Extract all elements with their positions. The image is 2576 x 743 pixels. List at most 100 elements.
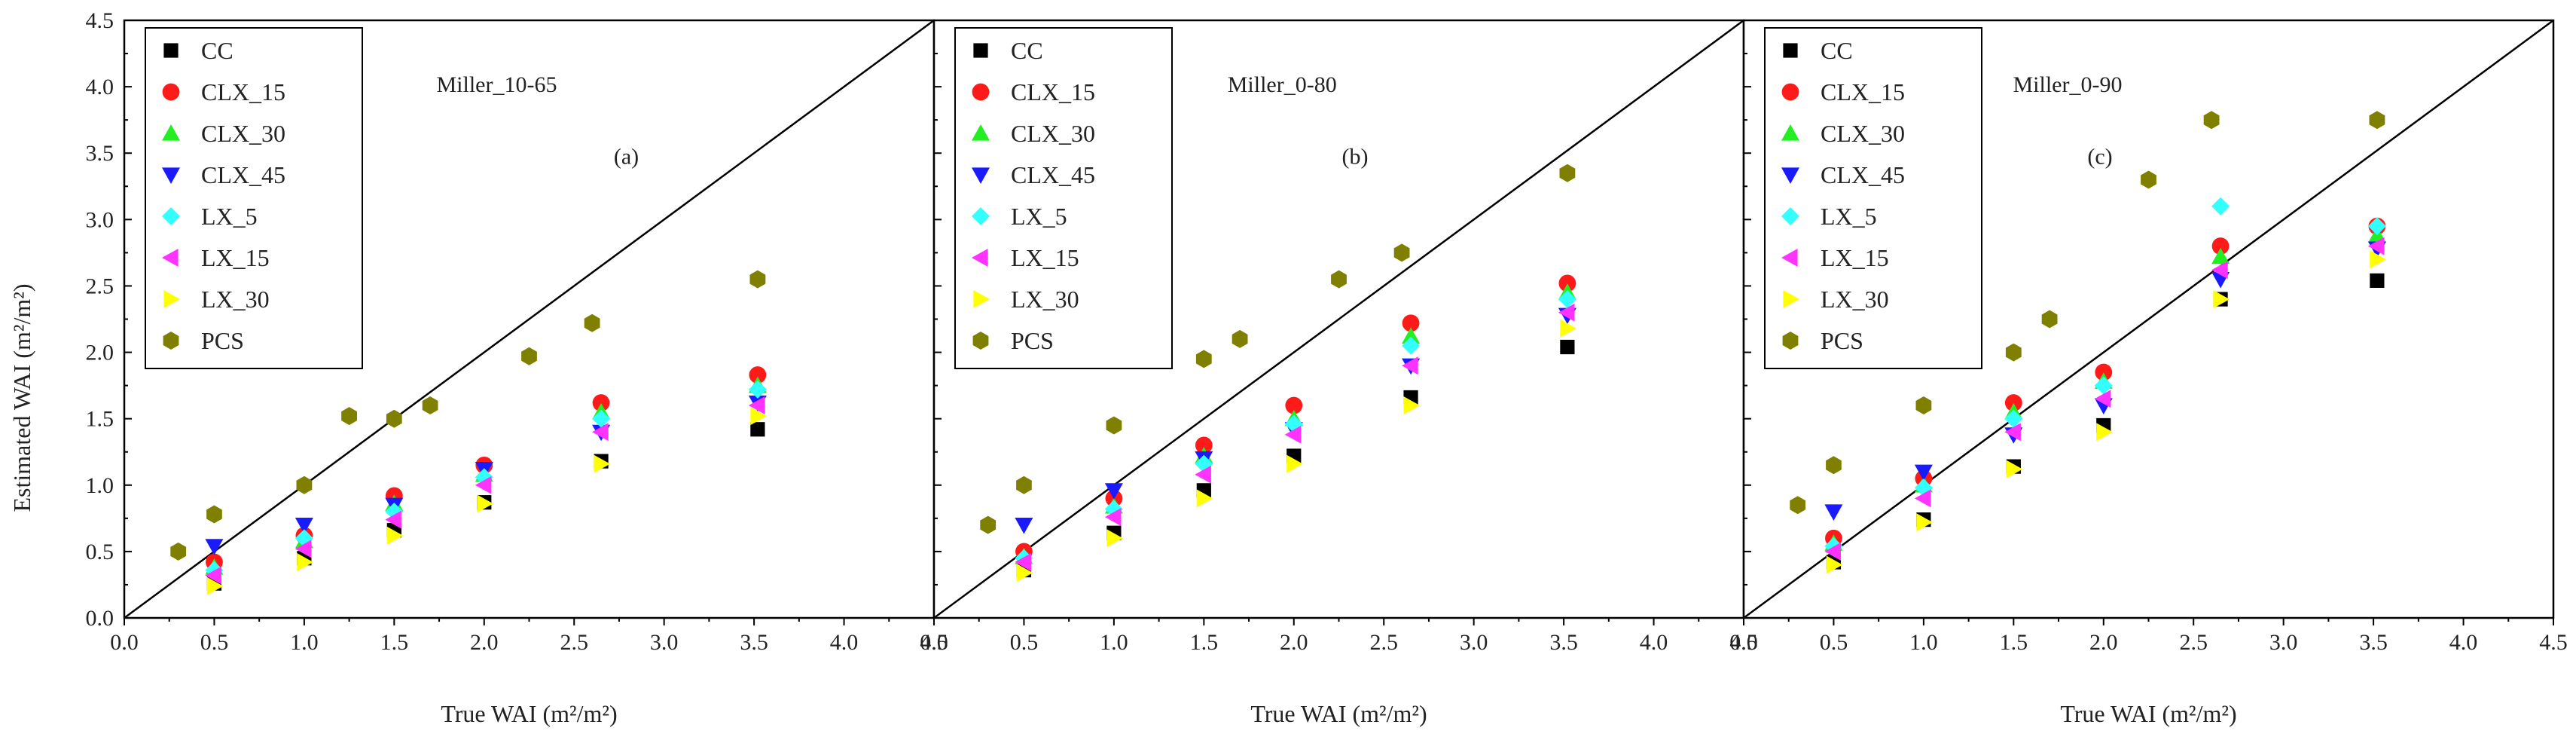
legend-label: CLX_15 xyxy=(1011,78,1095,105)
legend-marker-pcs xyxy=(972,332,989,350)
point-lx-15 xyxy=(1558,303,1575,322)
point-lx-30 xyxy=(1286,454,1303,473)
point-clx-45 xyxy=(205,539,224,555)
point-clx-30 xyxy=(2211,247,2230,264)
plot-frame xyxy=(1742,19,2555,619)
x-tick-label: 4.0 xyxy=(1640,630,1668,655)
x-tick-label: 0.0 xyxy=(110,630,139,655)
legend-marker-pcs xyxy=(163,332,179,350)
legend-label: LX_15 xyxy=(1821,244,1889,271)
point-pcs xyxy=(170,542,187,561)
point-cc xyxy=(1560,339,1575,355)
point-lx-15 xyxy=(1914,489,1931,508)
point-lx-15 xyxy=(295,540,312,558)
x-tick-label: 2.0 xyxy=(470,630,499,655)
x-tick-label: 0.5 xyxy=(1010,630,1039,655)
point-pcs xyxy=(1195,350,1212,368)
legend-marker-pcs xyxy=(1782,332,1799,350)
point-lx-15 xyxy=(2211,261,2228,280)
point-pcs xyxy=(584,313,600,332)
x-tick-label: 1.0 xyxy=(290,630,319,655)
point-pcs xyxy=(521,347,537,365)
point-lx-30 xyxy=(594,454,611,473)
point-lx-30 xyxy=(477,494,493,513)
legend-marker-clx-30 xyxy=(162,124,180,141)
point-lx-5 xyxy=(2211,197,2230,216)
y-tick-label: 0.0 xyxy=(86,606,114,631)
point-pcs xyxy=(1826,456,1842,475)
point-clx-15 xyxy=(749,366,767,384)
x-tick-label: 4.0 xyxy=(2449,630,2478,655)
point-lx-30 xyxy=(297,553,313,571)
point-pcs xyxy=(1790,496,1806,515)
panel-label: (c) xyxy=(2087,145,2112,170)
panel-2: 0.0 0.5 1.0 1.5 2.0 2.5 3.0 3.5 4.0 4.5 Miller_0-8… xyxy=(920,19,1758,727)
point-clx-30 xyxy=(1402,327,1421,344)
panel-3: 0.0 0.5 1.0 1.5 2.0 2.5 3.0 3.5 4.0 4.5 Miller_0-9… xyxy=(1729,19,2568,727)
panel-title: Miller_0-90 xyxy=(2013,72,2123,97)
point-lx-30 xyxy=(386,526,404,545)
y-tick-label: 0.5 xyxy=(86,540,114,564)
point-clx-45 xyxy=(1015,518,1033,534)
y-tick-label: 4.0 xyxy=(86,75,114,99)
x-tick-label: 3.0 xyxy=(2269,630,2298,655)
reference-line-1to1 xyxy=(934,20,1744,618)
point-lx-15 xyxy=(475,475,492,494)
x-tick-label: 0.0 xyxy=(1729,630,1758,655)
x-tick-label: 2.5 xyxy=(560,630,588,655)
point-cc xyxy=(750,422,765,437)
legend: CC CLX_15 CLX_30 CLX_45 LX_5 LX_15 LX_30 PCS xyxy=(145,27,363,369)
legend-marker-lx-30 xyxy=(1783,290,1799,308)
x-tick-label: 1.5 xyxy=(380,630,409,655)
x-axis-title: True WAI (m²/m²) xyxy=(1250,700,1427,727)
legend-label: CLX_30 xyxy=(1821,120,1905,147)
point-lx-5 xyxy=(1558,290,1576,309)
point-lx-15 xyxy=(1015,553,1031,571)
point-lx-5 xyxy=(2367,217,2386,236)
point-clx-45 xyxy=(295,518,313,534)
legend-label: LX_30 xyxy=(1821,286,1889,313)
legend-marker-clx-30 xyxy=(1781,124,1799,141)
legend-label: LX_5 xyxy=(1011,203,1067,230)
point-lx-30 xyxy=(1916,513,1933,532)
x-tick-label: 1.0 xyxy=(1100,630,1128,655)
point-pcs xyxy=(206,505,222,524)
legend-label: CC xyxy=(201,37,233,64)
x-tick-label: 0.5 xyxy=(200,630,229,655)
legend-box xyxy=(954,27,1173,369)
point-clx-15 xyxy=(1285,396,1303,414)
legend-marker-lx-5 xyxy=(1781,207,1799,225)
point-lx-30 xyxy=(750,407,767,426)
point-pcs xyxy=(1393,243,1410,262)
x-axis-title: True WAI (m²/m²) xyxy=(2060,700,2236,727)
legend-label: CLX_15 xyxy=(201,78,285,105)
point-lx-30 xyxy=(1016,564,1033,582)
legend-label: CLX_45 xyxy=(201,161,285,188)
x-tick-label: 4.0 xyxy=(830,630,859,655)
legend-box xyxy=(1764,27,1982,369)
point-lx-30 xyxy=(1196,489,1213,508)
legend-marker-cc xyxy=(1783,43,1798,58)
point-pcs xyxy=(341,407,357,426)
legend-marker-clx-15 xyxy=(162,83,180,101)
point-lx-15 xyxy=(1824,542,1841,561)
x-tick-label: 0.0 xyxy=(920,630,948,655)
data-points xyxy=(1790,111,2386,574)
legend-marker-lx-5 xyxy=(972,207,990,225)
point-lx-5 xyxy=(1402,336,1421,355)
point-clx-45 xyxy=(1914,464,1933,482)
point-clx-15 xyxy=(2211,237,2230,255)
legend-label: PCS xyxy=(1011,327,1054,354)
legend-marker-lx-15 xyxy=(162,249,179,267)
legend-label: LX_5 xyxy=(1821,203,1877,230)
point-lx-30 xyxy=(1560,319,1576,338)
x-tick-label: 4.5 xyxy=(2539,630,2568,655)
legend-marker-lx-30 xyxy=(163,290,180,308)
point-lx-15 xyxy=(592,423,609,442)
legend-label: LX_15 xyxy=(201,244,270,271)
x-tick-label: 2.5 xyxy=(1369,630,1398,655)
reference-line-1to1 xyxy=(124,20,934,618)
legend-label: CLX_45 xyxy=(1821,161,1905,188)
x-tick-label: 3.0 xyxy=(650,630,679,655)
